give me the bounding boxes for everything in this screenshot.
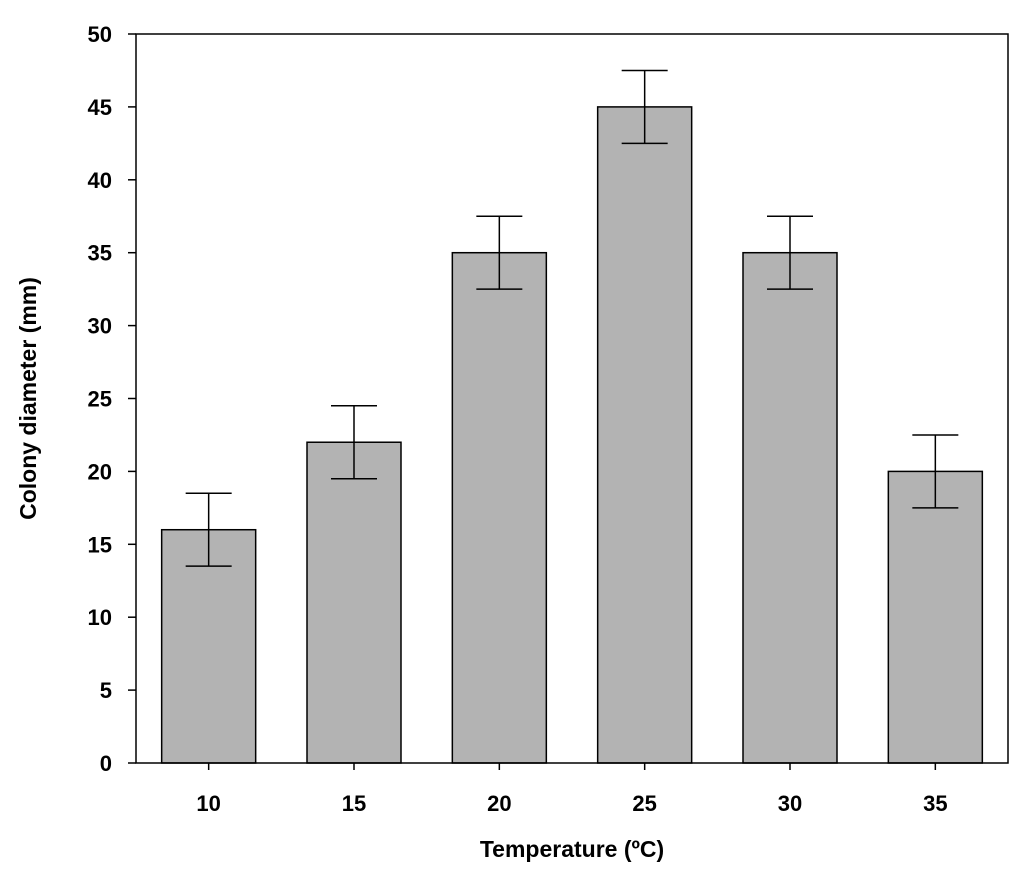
x-axis-title: Temperature (ºC) <box>480 836 664 862</box>
error-bar-35 <box>912 434 959 509</box>
y-axis: 0 5 10 15 20 25 30 35 40 45 50 <box>88 22 136 776</box>
y-tick-label: 20 <box>88 459 112 484</box>
y-tick-label: 25 <box>88 387 112 412</box>
error-bars-layer <box>185 69 959 567</box>
y-tick-label: 45 <box>88 95 112 120</box>
error-bar-10 <box>185 492 232 567</box>
y-tick-label: 0 <box>100 751 112 776</box>
error-bar-25 <box>621 69 668 145</box>
bar-20 <box>451 251 548 764</box>
bar-10 <box>160 528 257 764</box>
error-bar-15 <box>331 405 377 480</box>
x-tick-label: 15 <box>342 791 366 816</box>
y-tick-label: 5 <box>100 678 112 703</box>
y-tick-label: 15 <box>88 532 112 557</box>
bar-15 <box>306 441 402 764</box>
y-axis-title: Colony diameter (mm) <box>15 277 41 520</box>
bars-layer <box>160 106 984 764</box>
x-tick-label: 30 <box>778 791 802 816</box>
y-tick-label: 10 <box>88 605 112 630</box>
y-tick-label: 30 <box>88 314 112 339</box>
error-bar-20 <box>476 215 523 290</box>
bar-35 <box>887 470 984 764</box>
plot-area-frame <box>135 33 1009 764</box>
error-bar-30 <box>767 215 813 290</box>
x-tick-label: 10 <box>196 791 220 816</box>
x-axis: 10 15 20 25 30 35 <box>196 763 948 816</box>
x-tick-label: 25 <box>632 791 656 816</box>
bar-30 <box>742 251 838 764</box>
y-tick-label: 35 <box>88 241 112 266</box>
x-tick-label: 35 <box>923 791 947 816</box>
bar-25 <box>596 106 693 764</box>
x-tick-label: 20 <box>487 791 511 816</box>
y-tick-label: 40 <box>88 168 112 193</box>
y-tick-label: 50 <box>88 22 112 47</box>
